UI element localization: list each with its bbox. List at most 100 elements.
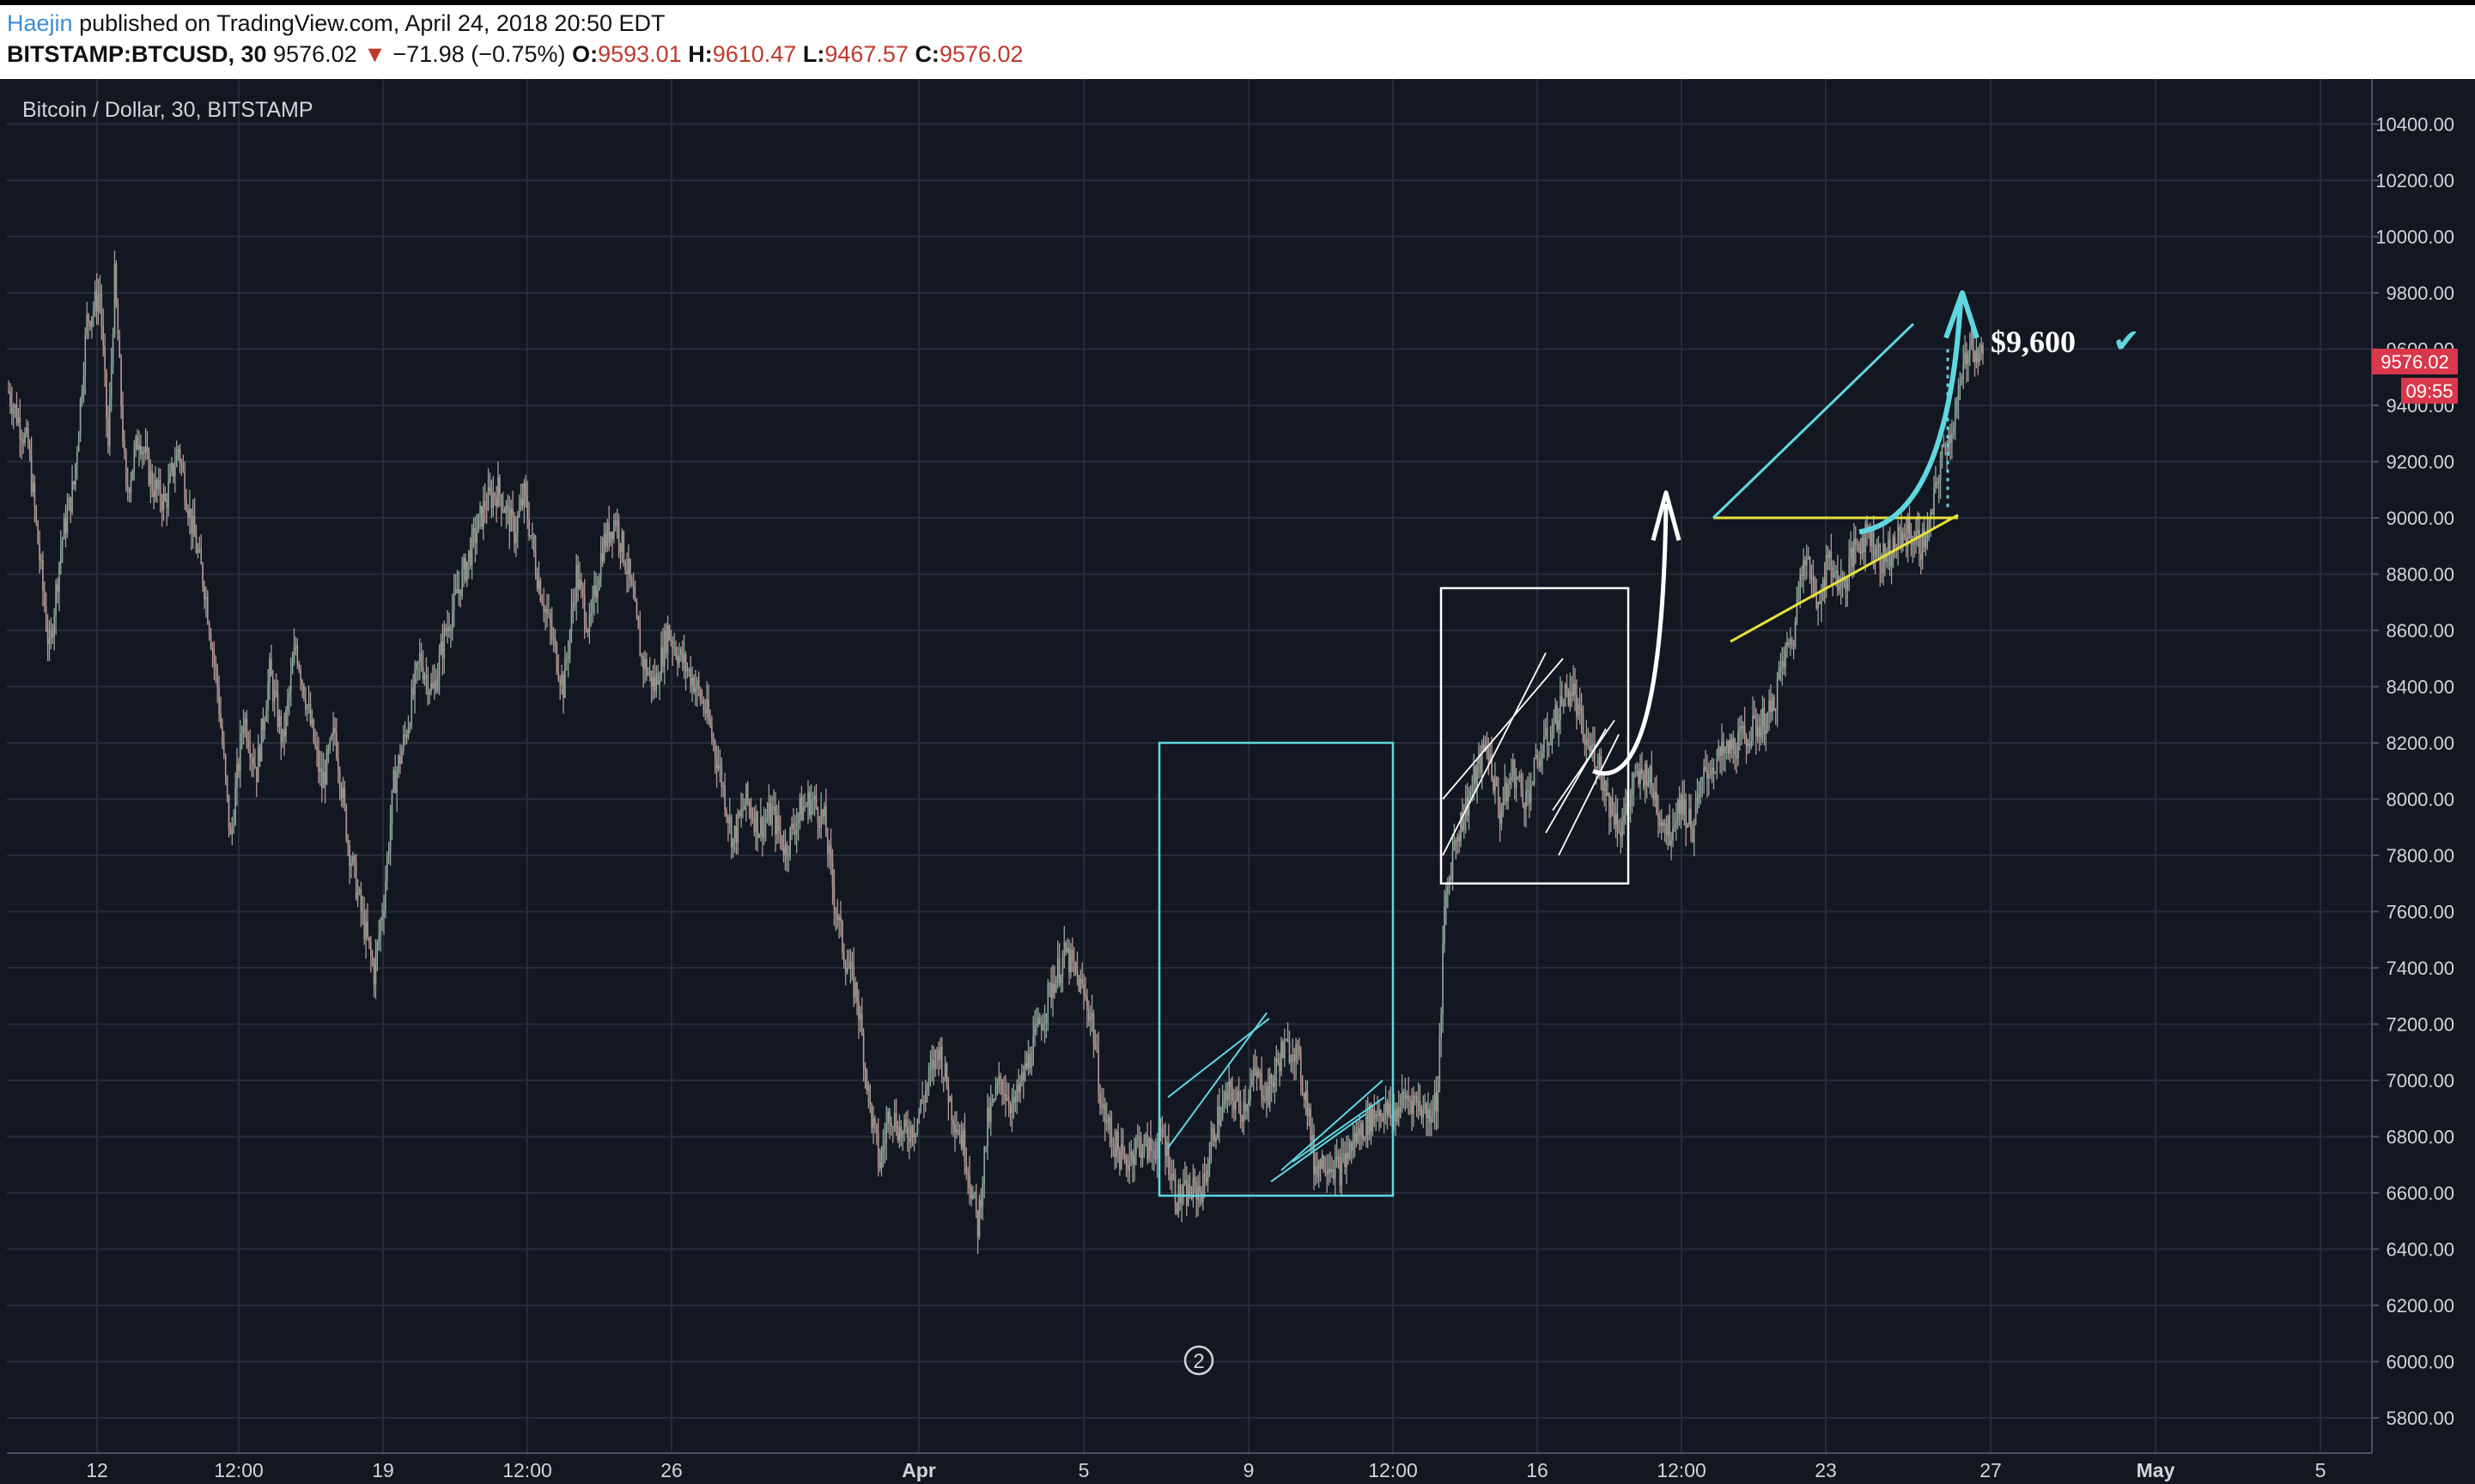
candle-body [909, 1138, 910, 1142]
candle-body [1659, 818, 1661, 826]
candle-body [1876, 546, 1878, 557]
candle-body [289, 691, 290, 700]
candle-body [1791, 639, 1793, 644]
candle-body [1615, 812, 1617, 825]
candle-body [641, 655, 642, 657]
candle-body [454, 589, 457, 591]
candle-body [1037, 1017, 1039, 1025]
candle-body [12, 408, 15, 414]
candle-body [897, 1131, 899, 1141]
candle-body [1972, 331, 1974, 352]
candle-body [1796, 599, 1798, 622]
candle-body [1675, 820, 1677, 826]
candle-body [1676, 800, 1679, 821]
candle-body [113, 263, 116, 335]
candle-body [1130, 1152, 1132, 1160]
candle-body [998, 1075, 1000, 1085]
open-label: O: [572, 41, 599, 67]
time-tick-label: 12:00 [1657, 1459, 1706, 1481]
candle-body [285, 709, 287, 737]
candle-body [1500, 811, 1503, 824]
candle-body [106, 370, 107, 419]
candle-body [652, 677, 654, 687]
candle-body [617, 520, 620, 544]
candle-body [664, 630, 666, 666]
candle-body [479, 506, 481, 514]
candle-body [1221, 1103, 1224, 1118]
candle-body [1634, 774, 1637, 775]
candle-body [1694, 802, 1697, 824]
candle-body [1256, 1068, 1258, 1078]
candle-body [836, 913, 838, 921]
candle-body [1261, 1073, 1262, 1097]
candle-body [1190, 1196, 1193, 1199]
candle-body [124, 441, 125, 453]
candle-body [1375, 1114, 1377, 1119]
candle-body [1277, 1058, 1279, 1062]
candle-body [1475, 766, 1476, 785]
candle-body [1533, 757, 1535, 784]
price-tick-label: 9800.00 [2386, 283, 2454, 304]
candle-body [1598, 756, 1601, 768]
time-axis[interactable]: 12 12:00 19 12:00 26 Apr 5 9 12:00 16 12:00 23 27 May… [86, 1459, 2326, 1481]
author-link[interactable]: Haejin [7, 10, 73, 36]
candle-body [1564, 684, 1566, 707]
candle-body [1009, 1106, 1012, 1113]
candle-body [907, 1126, 909, 1139]
candle-body [1807, 556, 1809, 559]
candle-body [1359, 1128, 1360, 1136]
candle-body [1919, 530, 1920, 555]
candle-body [746, 783, 749, 802]
price-tick-label: 10000.00 [2375, 227, 2454, 248]
candle-body [702, 701, 705, 710]
candle-body [282, 728, 283, 742]
price-tick-label: 9200.00 [2386, 452, 2454, 473]
candle-body [1763, 708, 1766, 735]
candle-body [184, 471, 185, 502]
candle-body [844, 964, 847, 973]
candle-body [1616, 812, 1619, 831]
candle-body [949, 1097, 952, 1103]
last-price: 9576.02 [273, 41, 357, 67]
candle-body [1415, 1095, 1418, 1103]
candle-body [508, 505, 511, 532]
candle-body [1743, 725, 1746, 736]
candle-body [715, 757, 718, 769]
candle-body [1058, 958, 1061, 983]
candle-body [964, 1130, 966, 1162]
candle-body [843, 952, 845, 964]
candle-body [1923, 528, 1925, 548]
candle-body [260, 718, 263, 762]
candle-body [582, 586, 584, 595]
candle-body [144, 447, 147, 453]
candle-body [876, 1123, 878, 1134]
candle-body [1812, 577, 1815, 580]
candle-body [76, 451, 78, 465]
candle-body [778, 815, 780, 830]
candle-body [405, 734, 408, 738]
candle-body [1698, 794, 1700, 798]
candle-body [1337, 1156, 1340, 1160]
candle-body [368, 937, 370, 943]
candle-body [490, 490, 493, 508]
candle-body [1736, 756, 1737, 758]
candle-body [1264, 1099, 1266, 1101]
candle-body [1088, 1010, 1090, 1021]
price-chart[interactable]: 5800.00 6000.00 6200.00 6400.00 6600.00 6800.… [0, 79, 2475, 1484]
candle-body [1395, 1110, 1396, 1122]
candle-body [1150, 1138, 1152, 1151]
candle-body [969, 1174, 970, 1189]
candle-body [1460, 812, 1462, 842]
price-axis[interactable]: 5800.00 6000.00 6200.00 6400.00 6600.00 6800.… [2372, 114, 2454, 1430]
candle-body [871, 1104, 873, 1128]
candle-body [1063, 943, 1066, 958]
candle-body [1527, 790, 1529, 792]
candle-body [1861, 537, 1864, 554]
candle-body [193, 515, 196, 538]
candle-body [1352, 1141, 1354, 1151]
candle-body [273, 690, 276, 702]
price-tick-label: 9000.00 [2386, 508, 2454, 529]
candle-body [1074, 962, 1077, 971]
time-tick-label: 23 [1815, 1459, 1837, 1481]
candle-body [574, 602, 576, 604]
